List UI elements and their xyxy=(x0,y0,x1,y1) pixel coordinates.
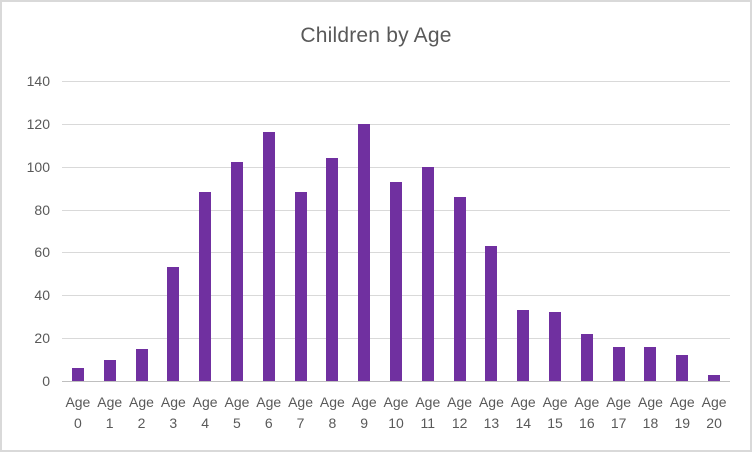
bar-age-12[interactable] xyxy=(453,196,466,381)
gridline-140 xyxy=(62,81,730,82)
bar-age-2[interactable] xyxy=(135,348,148,381)
x-tick-label-age-14: Age 14 xyxy=(510,394,536,431)
bar-age-9[interactable] xyxy=(358,123,371,381)
bar-age-18[interactable] xyxy=(644,346,657,381)
x-axis-line xyxy=(62,381,730,382)
bar-age-19[interactable] xyxy=(676,355,689,381)
chart-title: Children by Age xyxy=(300,24,452,47)
bar-age-6[interactable] xyxy=(262,132,275,381)
bar-age-8[interactable] xyxy=(326,158,339,381)
bar-age-5[interactable] xyxy=(230,162,243,381)
x-tick-label-age-16: Age 16 xyxy=(574,394,600,431)
bar-age-17[interactable] xyxy=(612,346,625,381)
bar-age-15[interactable] xyxy=(549,312,562,381)
x-tick-label-age-12: Age 12 xyxy=(447,394,473,431)
x-tick-label-age-4: Age 4 xyxy=(192,394,218,431)
x-tick-label-age-8: Age 8 xyxy=(319,394,345,431)
y-tick-label-60: 60 xyxy=(34,244,50,261)
x-tick-label-age-20: Age 20 xyxy=(701,394,727,431)
x-tick-label-age-0: Age 0 xyxy=(65,394,91,431)
y-tick-label-80: 80 xyxy=(34,201,50,218)
bar-age-0[interactable] xyxy=(71,368,84,381)
x-tick-label-age-13: Age 13 xyxy=(478,394,504,431)
x-tick-label-age-10: Age 10 xyxy=(383,394,409,431)
y-tick-label-0: 0 xyxy=(42,373,50,389)
bar-age-1[interactable] xyxy=(103,359,116,381)
y-tick-label-140: 140 xyxy=(26,73,50,89)
x-tick-label-age-5: Age 5 xyxy=(224,394,250,431)
x-tick-label-age-7: Age 7 xyxy=(288,394,314,431)
bar-age-20[interactable] xyxy=(708,374,721,381)
x-tick-label-age-3: Age 3 xyxy=(160,394,186,431)
y-tick-label-40: 40 xyxy=(34,287,50,304)
gridline-100 xyxy=(62,166,730,168)
y-tick-label-100: 100 xyxy=(26,158,50,175)
bar-age-10[interactable] xyxy=(390,181,402,381)
x-tick-label-age-19: Age 19 xyxy=(669,394,695,431)
x-tick-label-age-1: Age 1 xyxy=(97,394,123,431)
bar-age-16[interactable] xyxy=(580,333,593,381)
x-tick-label-age-11: Age 11 xyxy=(415,394,441,431)
bar-age-14[interactable] xyxy=(517,310,530,381)
x-tick-label-age-6: Age 6 xyxy=(256,394,282,431)
bar-age-11[interactable] xyxy=(421,166,434,381)
x-tick-label-age-18: Age 18 xyxy=(638,394,663,431)
bar-age-4[interactable] xyxy=(199,192,212,381)
plot-area xyxy=(62,81,730,382)
x-tick-label-age-9: Age 9 xyxy=(351,394,377,431)
gridline-120 xyxy=(62,123,730,125)
x-tick-label-age-17: Age 17 xyxy=(606,394,632,431)
x-tick-label-age-2: Age 2 xyxy=(129,394,154,431)
y-tick-label-20: 20 xyxy=(34,330,50,347)
x-tick-label-age-15: Age 15 xyxy=(542,394,568,431)
bar-age-3[interactable] xyxy=(167,267,180,381)
bar-age-7[interactable] xyxy=(294,192,307,381)
bar-age-13[interactable] xyxy=(485,246,498,381)
y-tick-label-120: 120 xyxy=(26,115,50,132)
